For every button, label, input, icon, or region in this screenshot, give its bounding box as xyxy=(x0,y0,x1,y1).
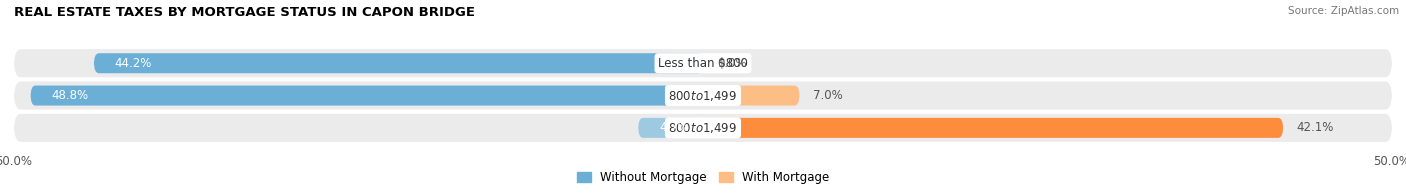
Text: 48.8%: 48.8% xyxy=(51,89,89,102)
Text: REAL ESTATE TAXES BY MORTGAGE STATUS IN CAPON BRIDGE: REAL ESTATE TAXES BY MORTGAGE STATUS IN … xyxy=(14,6,475,19)
Text: 42.1%: 42.1% xyxy=(1296,121,1334,134)
Text: $800 to $1,499: $800 to $1,499 xyxy=(668,121,738,135)
Text: $800 to $1,499: $800 to $1,499 xyxy=(668,89,738,103)
FancyBboxPatch shape xyxy=(703,118,1284,138)
FancyBboxPatch shape xyxy=(14,114,1392,142)
Text: 0.0%: 0.0% xyxy=(717,57,747,70)
Text: 44.2%: 44.2% xyxy=(115,57,152,70)
Text: Less than $800: Less than $800 xyxy=(658,57,748,70)
FancyBboxPatch shape xyxy=(638,118,703,138)
FancyBboxPatch shape xyxy=(31,86,703,105)
FancyBboxPatch shape xyxy=(14,49,1392,77)
Legend: Without Mortgage, With Mortgage: Without Mortgage, With Mortgage xyxy=(572,167,834,189)
Text: 4.7%: 4.7% xyxy=(659,121,689,134)
Text: 7.0%: 7.0% xyxy=(813,89,844,102)
FancyBboxPatch shape xyxy=(703,86,800,105)
FancyBboxPatch shape xyxy=(14,82,1392,110)
FancyBboxPatch shape xyxy=(94,53,703,73)
Text: Source: ZipAtlas.com: Source: ZipAtlas.com xyxy=(1288,6,1399,16)
